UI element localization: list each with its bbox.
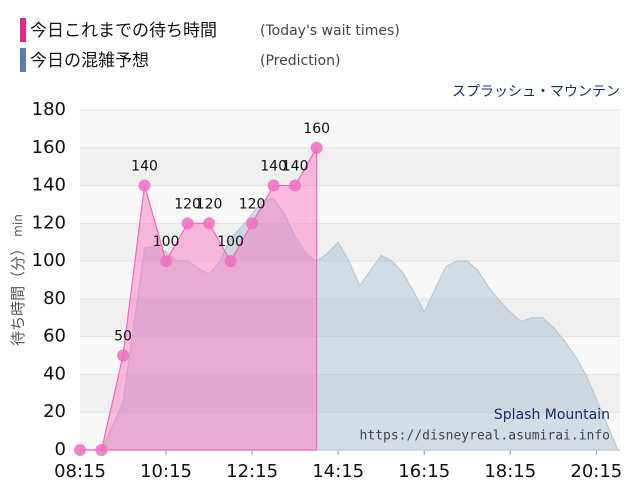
point (95, 444, 108, 456)
y-tick-label: 20 (43, 401, 66, 422)
point (246, 217, 259, 230)
data-label: 140 (260, 159, 287, 175)
legend-label: 今日の混雑予想 (30, 51, 149, 71)
legend-note: (Prediction) (260, 53, 340, 69)
y-tick-label: 140 (32, 175, 66, 196)
y-tick-label: 0 (55, 439, 66, 460)
data-label: 100 (153, 234, 180, 250)
watermark: Splash Mountain (494, 407, 610, 423)
point (117, 349, 130, 362)
point (160, 255, 173, 268)
point (203, 217, 216, 230)
legend-swatch (20, 18, 26, 42)
y-axis-label: 待ち時間（分） min (9, 214, 27, 346)
x-tick-label: 16:15 (398, 461, 450, 482)
y-label: 待ち時間（分） (9, 241, 27, 346)
y-tick-label: 40 (43, 363, 66, 384)
point (138, 179, 151, 192)
grid-band (80, 374, 620, 413)
point (289, 179, 302, 192)
y-tick-label: 160 (32, 137, 66, 158)
y-tick-label: 180 (32, 99, 66, 120)
grid-band (80, 147, 620, 186)
y-unit: min (11, 214, 25, 237)
data-label: 140 (282, 159, 309, 175)
data-label: 120 (239, 196, 266, 212)
legend-note: (Today's wait times) (260, 23, 400, 39)
data-label: 50 (114, 329, 132, 345)
data-label: 140 (131, 159, 158, 175)
point (224, 255, 237, 268)
y-tick-label: 60 (43, 326, 66, 347)
data-label: 100 (217, 234, 244, 250)
area (80, 198, 619, 451)
y-tick-label: 100 (32, 250, 66, 271)
legend-swatch (20, 48, 26, 72)
chart-title: スプラッシュ・マウンテン (452, 84, 620, 100)
point (267, 179, 280, 192)
x-tick-label: 12:15 (226, 461, 278, 482)
x-tick-label: 18:15 (484, 461, 536, 482)
plot-area: 0 20 40 60 80 100 120 140 160 180 08:15 10:15 12:15 1… (32, 99, 623, 482)
point (310, 141, 323, 154)
source: https://disneyreal.asumirai.info (360, 429, 610, 444)
legend-label: 今日これまでの待ち時間 (30, 21, 217, 41)
x-tick-label: 08:15 (54, 461, 106, 482)
data-label: 160 (303, 121, 330, 137)
y-tick-label: 80 (43, 288, 66, 309)
x-tick-label: 14:15 (312, 461, 364, 482)
data-label: 120 (196, 196, 223, 212)
x-tick-label: 10:15 (140, 461, 192, 482)
x-tick-label: 20:15 (570, 461, 622, 482)
data-label: 120 (174, 196, 201, 212)
y-tick-label: 120 (32, 212, 66, 233)
point (181, 217, 194, 230)
point (74, 444, 86, 456)
